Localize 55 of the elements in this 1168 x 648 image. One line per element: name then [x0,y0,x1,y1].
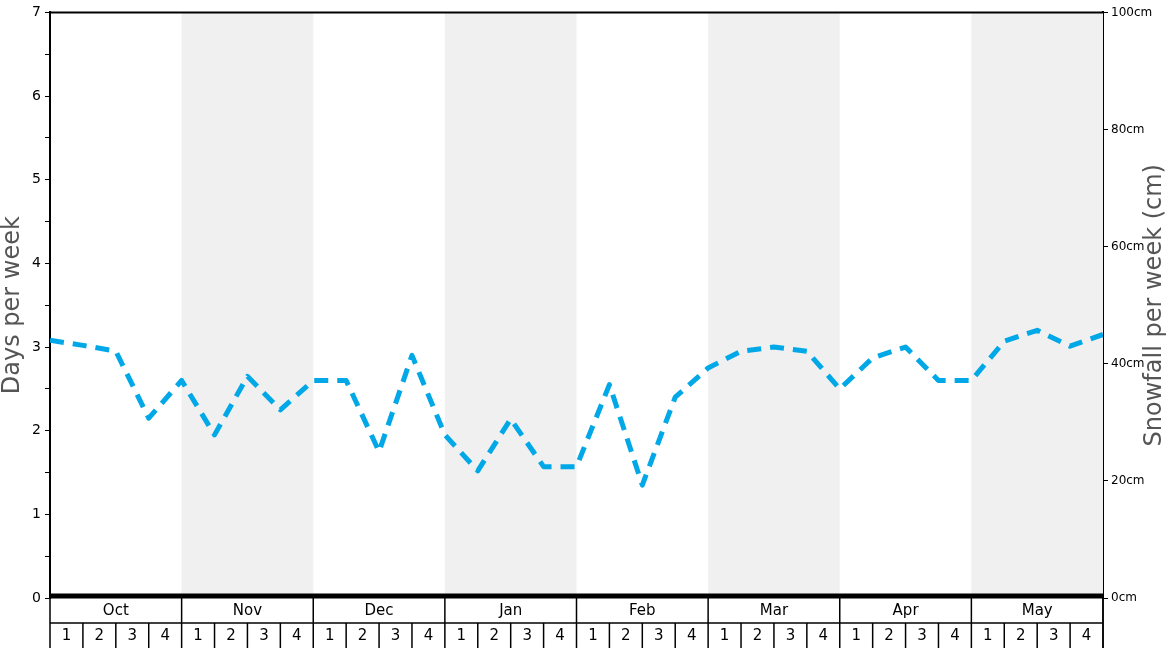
y2-tick-label: 60cm [1111,238,1145,253]
text: 3 [653,626,664,645]
text: Dec [364,601,394,620]
text: Jan [498,601,523,620]
text: Oct [102,601,129,620]
text: 4 [1081,626,1092,645]
text: 3 [390,626,401,645]
text: 1 [193,626,203,645]
text: Feb [629,601,656,620]
y2-tick-label: 0cm [1111,590,1137,605]
y-tick-label: 0 [32,588,41,605]
y-tick-label: 2 [32,421,41,438]
y-axis-title: Days per week [0,216,26,395]
text: 3 [522,626,532,645]
text: 2 [884,626,894,645]
y2-tick-label: 40cm [1111,355,1145,370]
text: 4 [423,626,434,645]
text: 4 [160,626,170,645]
text: 2 [621,626,631,645]
y-tick-label: 3 [32,337,41,354]
text: 4 [818,626,829,645]
text: May [1021,601,1053,620]
y-tick-label: 7 [32,3,41,20]
text: 4 [555,626,565,645]
text: 2 [357,626,368,645]
y2-tick-label: 20cm [1111,473,1145,488]
text: 4 [292,626,302,645]
text: 2 [489,626,500,645]
text: 2 [94,626,105,645]
text: 2 [226,626,236,645]
y2-tick-label: 80cm [1111,121,1145,136]
text: 1 [588,626,598,645]
text: 3 [127,626,138,645]
text: 4 [950,626,960,645]
text: 1 [324,626,335,645]
text: 1 [983,626,993,645]
text: 3 [785,626,796,645]
text: Nov [232,601,263,620]
text: 1 [456,626,467,645]
text: 2 [752,626,763,645]
y-tick-label: 4 [32,254,42,271]
text: 4 [686,626,697,645]
text: 1 [851,626,861,645]
y-tick-label: 6 [32,86,42,103]
y2-tick-label: 100cm [1111,4,1153,19]
text: Apr [892,601,920,620]
y-tick-label: 1 [32,504,41,521]
text: Mar [759,601,789,620]
text: 1 [61,626,72,645]
y-tick-label: 5 [32,170,41,187]
text: 3 [917,626,927,645]
text: 1 [719,626,730,645]
text: 3 [1048,626,1059,645]
text: 2 [1015,626,1026,645]
text: 3 [259,626,269,645]
